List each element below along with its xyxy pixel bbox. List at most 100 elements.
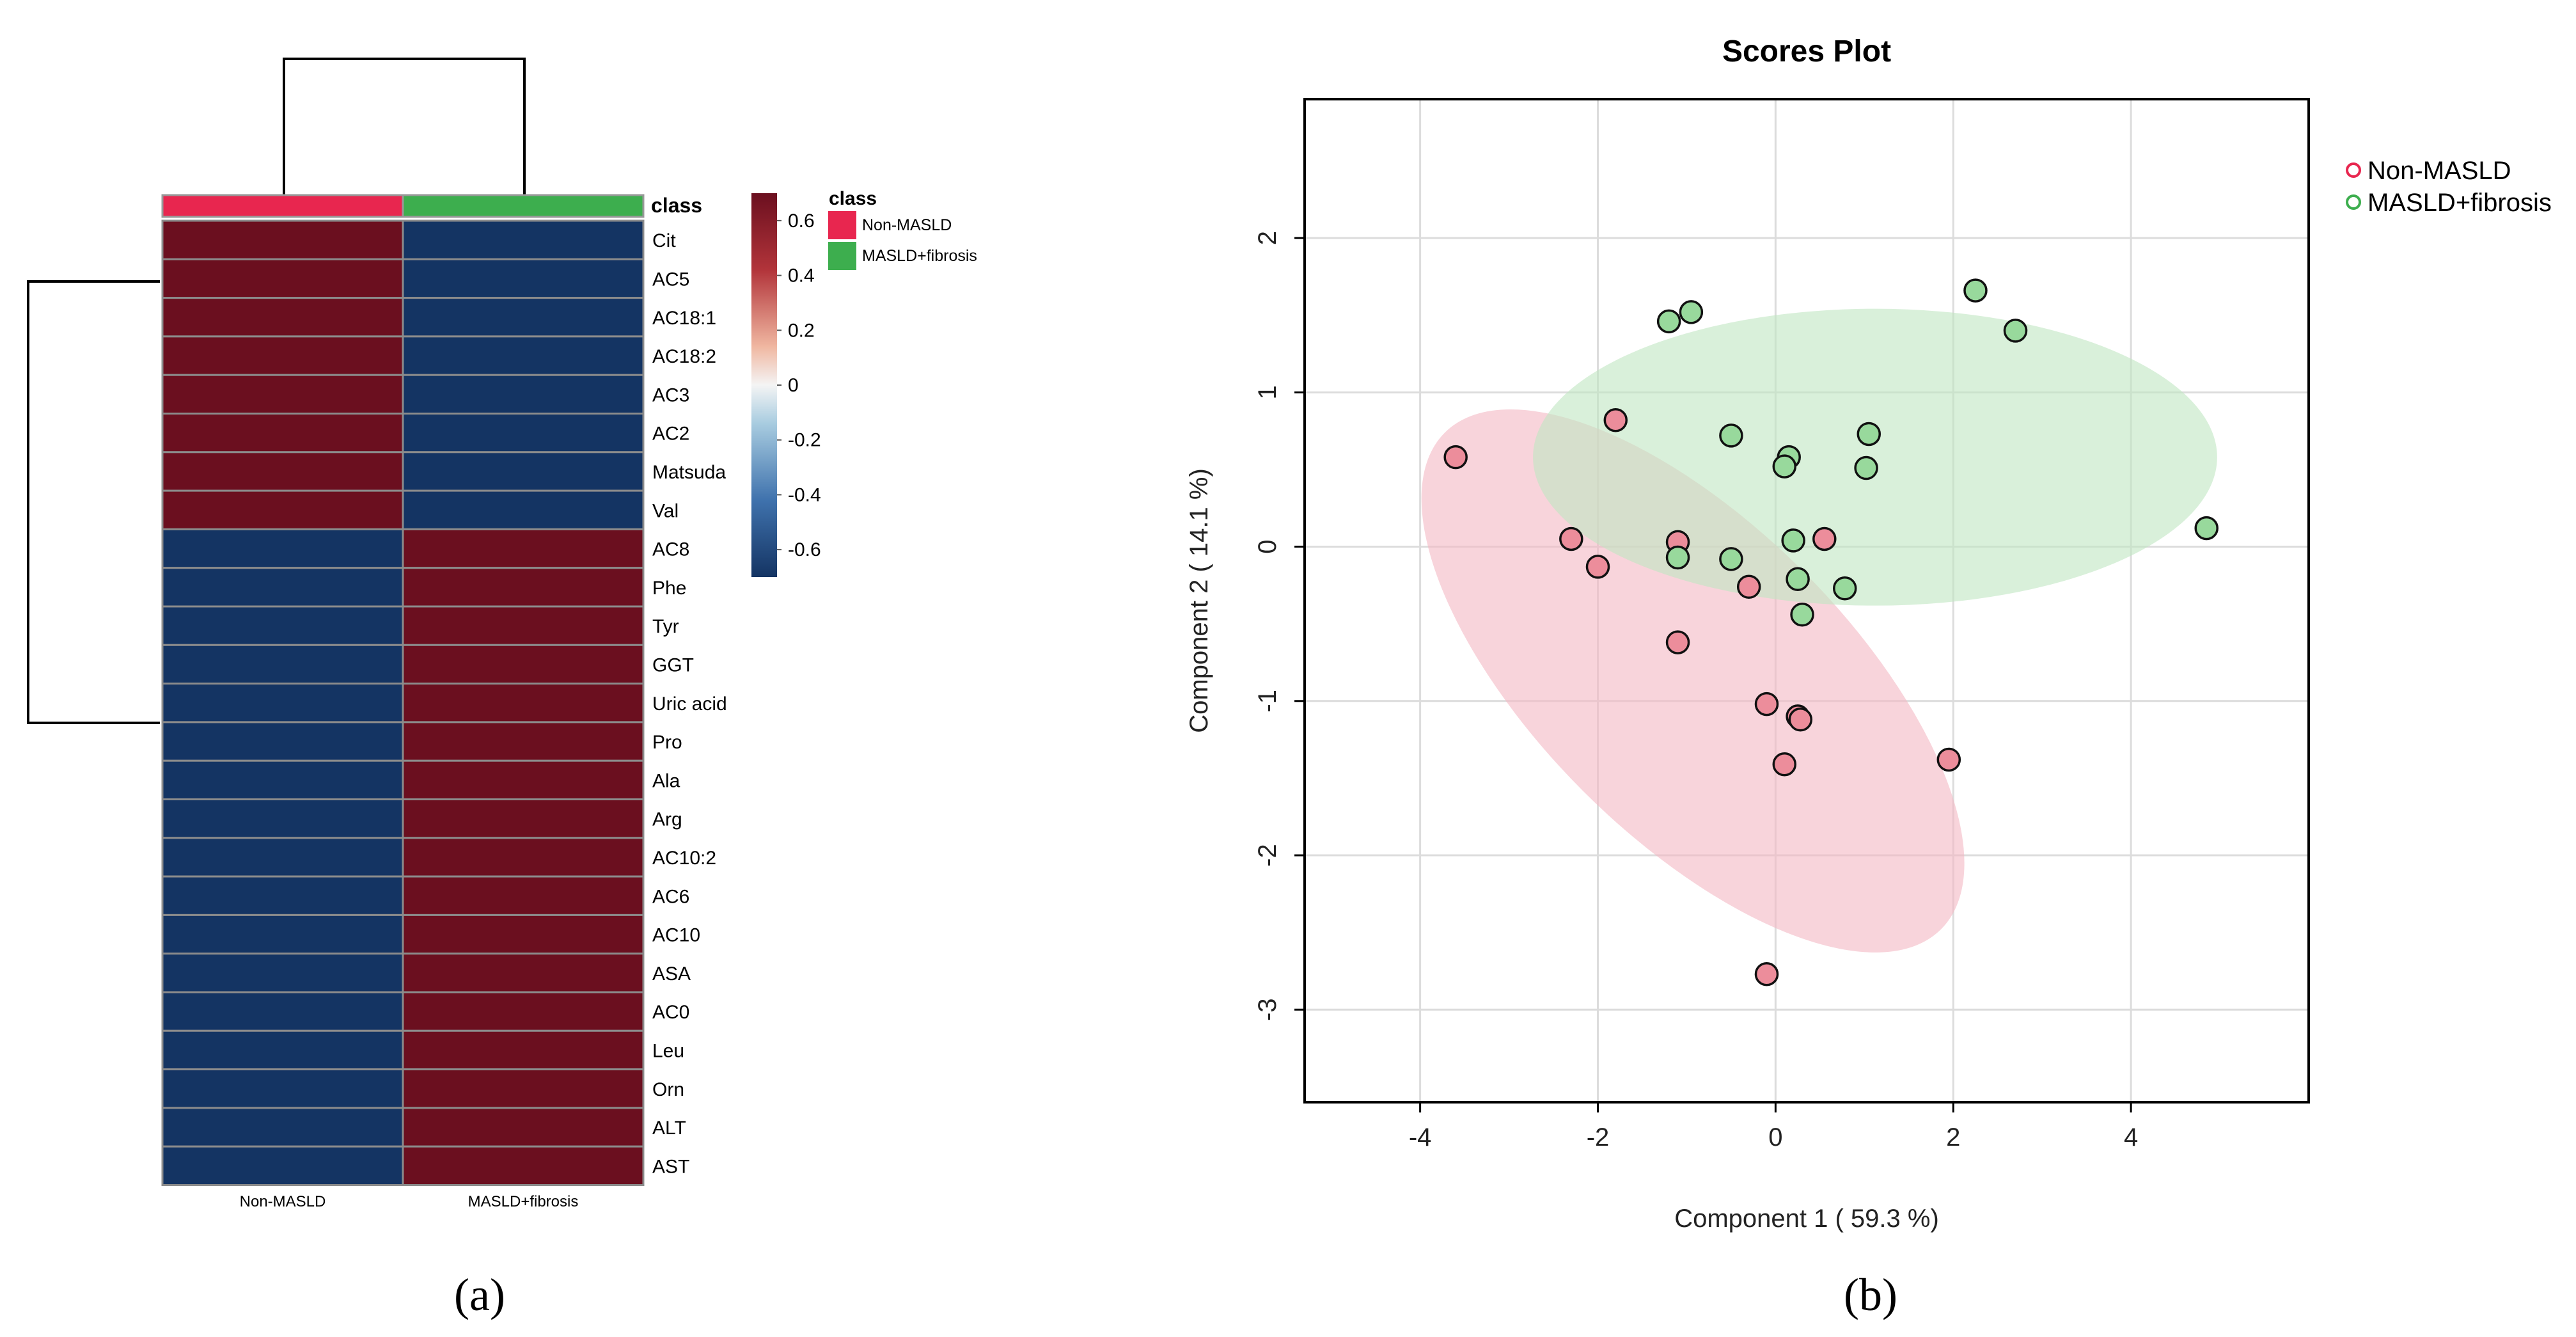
heatmap-cells (161, 219, 645, 1186)
panel-label-a: (a) (454, 1269, 505, 1320)
colorbar-tick-label: 0.2 (788, 320, 815, 341)
point-masld-fibrosis (1772, 454, 1797, 479)
column-label-non-masld: Non-MASLD (240, 1193, 326, 1210)
point-masld-fibrosis (1656, 309, 1681, 334)
legend-entry-masld-fibrosis: MASLD+fibrosis (2368, 189, 2552, 217)
row-label-cit: Cit (652, 230, 676, 251)
colorbar-tick-label: -0.2 (788, 430, 821, 451)
colorbar-tick-label: 0 (788, 375, 799, 396)
colorbar-tick-label: 0.6 (788, 210, 815, 232)
row-label-asa: ASA (652, 963, 691, 985)
confidence-ellipses (1421, 308, 2217, 953)
row-label-ac8: AC8 (652, 539, 689, 560)
heatmap-cell-orn-non-masld (161, 1068, 404, 1109)
heatmap-cell-alt-non-masld (161, 1107, 404, 1148)
row-label-ac5: AC5 (652, 269, 689, 290)
ellipse-masld-fibrosis (1533, 308, 2217, 606)
point-non-masld (1936, 747, 1961, 772)
point-non-masld (1443, 445, 1468, 470)
ellipse-non-masld (1421, 409, 1965, 953)
heatmap-cell-uric-acid-non-masld (161, 683, 404, 724)
legend-swatch-non-masld (828, 211, 856, 239)
class-bar-label: class (651, 194, 702, 217)
point-masld-fibrosis (1963, 278, 1988, 303)
colorbar-ticks: 0.6 0.4 0.2 0 -0.2 -0.4 -0.6 (777, 210, 821, 560)
heatmap-cell-uric-acid-masld-fibrosis (402, 683, 645, 724)
heatmap-cell-arg-masld-fibrosis (402, 798, 645, 839)
heatmap-cell-ac18-2-non-masld (161, 335, 404, 376)
heatmap-cell-val-masld-fibrosis (402, 489, 645, 530)
y-axis-ticks: 2 1 0 -1 -2 -3 (1253, 231, 1305, 1021)
heatmap-cell-ac3-masld-fibrosis (402, 374, 645, 415)
heatmap-cell-ac10-2-masld-fibrosis (402, 837, 645, 878)
row-label-leu: Leu (652, 1040, 684, 1061)
heatmap-cell-cit-non-masld (161, 219, 404, 260)
row-label-orn: Orn (652, 1079, 684, 1100)
heatmap-cell-tyr-non-masld (161, 605, 404, 646)
heatmap-cell-asa-non-masld (161, 953, 404, 993)
heatmap-cell-orn-masld-fibrosis (402, 1068, 645, 1109)
row-label-ala: Ala (652, 770, 680, 791)
point-masld-fibrosis (1781, 528, 1805, 553)
row-dendrogram (27, 280, 160, 724)
chart-title: Scores Plot (1722, 35, 1891, 68)
colorbar-tick-label: -0.4 (788, 484, 821, 505)
heatmap-cell-ac18-1-non-masld (161, 297, 404, 338)
colorbar-tick-label: -0.6 (788, 539, 821, 560)
heatmap-cell-ac6-masld-fibrosis (402, 875, 645, 916)
heatmap-cell-ast-masld-fibrosis (402, 1145, 645, 1186)
point-non-masld (1736, 574, 1761, 599)
point-masld-fibrosis (1857, 422, 1881, 447)
plot-frame (1303, 98, 2310, 1104)
heatmap-cell-alt-masld-fibrosis (402, 1107, 645, 1148)
row-label-ac3: AC3 (652, 384, 689, 406)
heatmap-row-labels: Cit AC5 AC18:1 AC18:2 AC3 AC2 Matsuda Val AC8 Phe… (652, 230, 727, 1177)
x-tick-label: 2 (1946, 1123, 1960, 1151)
y-tick-label: -1 (1253, 690, 1282, 713)
y-tick-label: 2 (1253, 231, 1282, 245)
y-tick-label: 1 (1253, 385, 1282, 399)
row-label-uric-acid: Uric acid (652, 693, 727, 715)
point-non-masld (1559, 526, 1583, 551)
point-non-masld (1772, 752, 1797, 777)
heatmap-panel: class Cit AC5 AC18:1 AC18:2 AC3 AC2 Matsuda Val… (27, 58, 977, 1320)
class-bar-non-masld (161, 194, 404, 218)
x-tick-label: -2 (1587, 1123, 1610, 1151)
colorbar-tick-label: 0.4 (788, 265, 815, 287)
heatmap-cell-arg-non-masld (161, 798, 404, 839)
point-non-masld (1812, 526, 1837, 551)
point-masld-fibrosis (1790, 602, 1814, 627)
row-label-ac0: AC0 (652, 1002, 689, 1023)
heatmap-cell-ac8-masld-fibrosis (402, 528, 645, 569)
heatmap-cell-cit-masld-fibrosis (402, 219, 645, 260)
point-masld-fibrosis (1719, 423, 1743, 448)
heatmap-cell-ac5-non-masld (161, 258, 404, 299)
column-dendrogram (283, 58, 526, 195)
row-label-tyr: Tyr (652, 616, 679, 637)
point-masld-fibrosis (1854, 455, 1878, 480)
legend-marker-non-masld (2346, 162, 2361, 178)
y-axis-label: Component 2 ( 14.1 %) (1185, 468, 1213, 733)
row-label-matsuda: Matsuda (652, 462, 726, 483)
row-label-ast: AST (652, 1156, 689, 1177)
heatmap-cell-ggt-non-masld (161, 644, 404, 685)
heatmap-cell-pro-masld-fibrosis (402, 721, 645, 762)
heatmap-cell-val-non-masld (161, 489, 404, 530)
class-bar-masld-fibrosis (402, 194, 645, 218)
y-tick-label: -2 (1253, 844, 1282, 867)
legend-title: class (829, 188, 877, 209)
x-axis-label: Component 1 ( 59.3 %) (1674, 1205, 1939, 1233)
point-masld-fibrosis (2003, 319, 2028, 343)
heatmap-cell-tyr-masld-fibrosis (402, 605, 645, 646)
point-non-masld (1665, 630, 1690, 654)
heatmap-cell-leu-masld-fibrosis (402, 1029, 645, 1071)
x-axis-ticks: -4 -2 0 2 4 (1409, 1102, 2138, 1151)
x-tick-label: 4 (2124, 1123, 2138, 1151)
heatmap-cell-ac5-masld-fibrosis (402, 258, 645, 299)
heatmap-cell-asa-masld-fibrosis (402, 953, 645, 993)
y-tick-label: 0 (1253, 539, 1282, 553)
point-masld-fibrosis (1679, 300, 1704, 324)
panel-label-b: (b) (1844, 1269, 1897, 1320)
legend-entry-non-masld: Non-MASLD (2368, 157, 2511, 185)
